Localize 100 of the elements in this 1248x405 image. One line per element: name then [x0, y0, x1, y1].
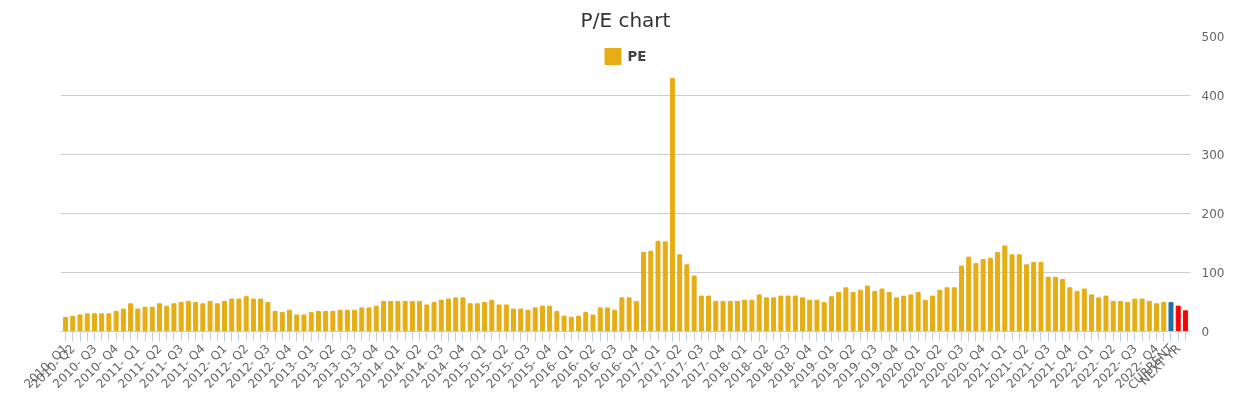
bar — [539, 305, 545, 332]
bar — [763, 297, 769, 332]
bar — [236, 298, 242, 332]
bar — [352, 309, 358, 332]
bar — [807, 299, 813, 332]
bar — [937, 289, 943, 332]
bar — [893, 297, 899, 332]
y-tick-label: 300 — [1201, 148, 1225, 162]
bar — [272, 310, 278, 332]
bar — [604, 307, 610, 332]
bar — [597, 307, 603, 332]
bar — [243, 296, 249, 332]
bar — [258, 298, 264, 332]
bar — [1154, 303, 1160, 332]
bar — [532, 307, 538, 332]
bar — [63, 316, 69, 332]
bar — [814, 299, 820, 332]
bar — [648, 250, 654, 332]
bar — [511, 308, 516, 332]
bar — [279, 312, 285, 332]
bar — [698, 295, 704, 332]
bar — [749, 299, 755, 332]
bar — [720, 300, 726, 332]
bar — [590, 314, 596, 332]
bar — [966, 256, 972, 332]
bar — [662, 241, 668, 332]
bar — [178, 302, 184, 332]
bar — [865, 285, 871, 332]
bar — [554, 310, 560, 332]
bar — [944, 287, 950, 332]
bar — [287, 309, 293, 332]
bar — [301, 314, 307, 332]
bar — [1175, 305, 1181, 332]
bar — [438, 299, 444, 332]
y-tick-label: 100 — [1201, 266, 1225, 280]
bar — [482, 302, 488, 332]
bar — [735, 300, 740, 332]
bar — [1117, 300, 1123, 332]
bar — [1103, 295, 1109, 332]
bar — [489, 299, 495, 332]
bar — [171, 303, 177, 332]
y-tick-label: 200 — [1201, 207, 1225, 221]
bar — [229, 298, 235, 332]
bar — [250, 298, 256, 332]
bar — [359, 307, 365, 332]
bar — [214, 303, 220, 332]
bar — [713, 300, 719, 332]
bar — [344, 309, 350, 332]
bar — [467, 303, 473, 332]
bar — [583, 312, 589, 332]
bar — [315, 310, 321, 332]
bar — [294, 314, 300, 332]
bar — [84, 313, 90, 332]
bar — [922, 299, 928, 332]
bar — [1182, 310, 1188, 332]
bar — [518, 308, 524, 332]
bar — [857, 289, 863, 332]
bar — [503, 304, 509, 332]
bar — [431, 302, 437, 332]
bar — [496, 304, 502, 332]
bar — [388, 300, 394, 332]
bar — [1024, 264, 1029, 332]
bar — [1031, 261, 1037, 332]
bar — [1110, 300, 1116, 332]
bar — [222, 300, 227, 332]
bar — [446, 298, 451, 332]
bar — [417, 300, 423, 332]
bar — [1125, 302, 1131, 332]
bar — [691, 275, 697, 332]
bar — [135, 308, 141, 332]
chart-title: P/E chart — [580, 7, 671, 32]
bar — [1038, 261, 1044, 332]
bar — [149, 306, 155, 332]
bar — [525, 309, 531, 332]
bar — [995, 251, 1001, 332]
bar — [142, 306, 148, 332]
bar — [207, 300, 213, 332]
bar — [1067, 287, 1073, 332]
bar — [1146, 300, 1152, 332]
bar — [373, 305, 379, 332]
bar — [366, 307, 372, 332]
bar — [1074, 290, 1080, 332]
bar — [99, 313, 105, 332]
bar — [980, 259, 986, 332]
bar — [987, 257, 993, 332]
bar — [120, 308, 126, 332]
bar — [879, 288, 885, 332]
bar — [756, 294, 762, 332]
bar — [958, 265, 964, 332]
bar — [669, 77, 675, 332]
bar — [1089, 294, 1094, 332]
bar — [308, 312, 314, 332]
bar — [409, 300, 415, 332]
bar — [727, 300, 733, 332]
bar — [792, 295, 798, 332]
bar — [742, 299, 748, 332]
bar — [1045, 276, 1051, 332]
bar — [1002, 245, 1008, 332]
bar — [828, 296, 834, 332]
bar — [655, 240, 661, 332]
